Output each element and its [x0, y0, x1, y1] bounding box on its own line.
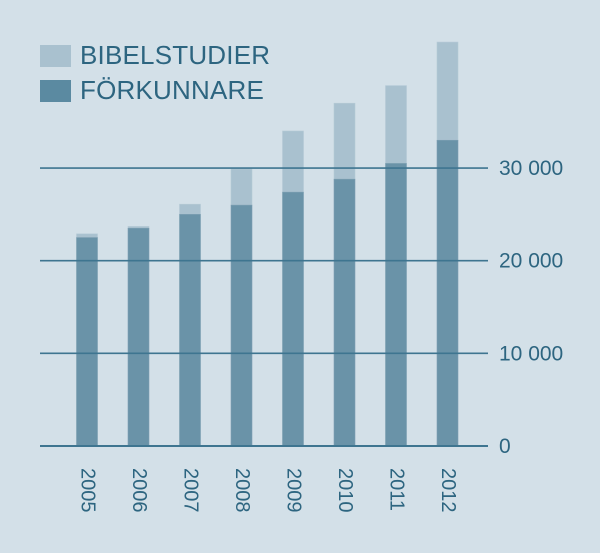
bar-segment-forkunnare: [76, 237, 98, 447]
x-axis-label-2011: 2011: [386, 468, 408, 511]
x-axis-label-2008: 2008: [231, 468, 253, 513]
x-axis-label-2007: 2007: [180, 468, 202, 513]
legend-item-bibelstudier: BIBELSTUDIER: [40, 38, 270, 73]
bar-segment-forkunnare: [230, 204, 253, 447]
gridlines-group: [40, 167, 488, 447]
legend-swatch-forkunnare: [40, 79, 71, 102]
bar-2008: [230, 168, 253, 447]
x-axis-label-2006: 2006: [128, 468, 150, 513]
x-axis-label-2010: 2010: [334, 468, 356, 513]
bar-segment-bibelstudier: [436, 41, 459, 141]
legend-swatch-bibelstudier: [40, 44, 71, 67]
y-axis-label-0: 0: [499, 435, 511, 458]
x-axis-label-2012: 2012: [437, 468, 459, 513]
bar-2005: [76, 233, 98, 447]
bar-2006: [127, 226, 150, 447]
bar-segment-bibelstudier: [230, 168, 253, 206]
bar-2010: [333, 102, 356, 447]
bar-segment-bibelstudier: [385, 85, 407, 164]
bars-group: [76, 41, 459, 447]
bar-segment-forkunnare: [282, 191, 304, 447]
bar-segment-forkunnare: [179, 214, 201, 447]
y-axis-label-30000: 30 000: [499, 157, 563, 180]
y-axis-labels: 0 10 000 20 000 30 000: [499, 157, 563, 458]
y-axis-label-20000: 20 000: [499, 250, 563, 273]
y-axis-label-10000: 10 000: [499, 342, 563, 365]
x-axis-labels: 2005 2006 2007 2008 2009 2010 2011 2012: [77, 468, 460, 513]
bar-segment-forkunnare: [385, 163, 407, 447]
bar-2009: [282, 130, 304, 447]
legend-label-bibelstudier: BIBELSTUDIER: [80, 40, 271, 70]
bar-segment-bibelstudier: [282, 130, 304, 193]
legend: BIBELSTUDIER FÖRKUNNARE: [40, 38, 270, 108]
bar-2011: [385, 85, 407, 447]
legend-item-forkunnare: FÖRKUNNARE: [40, 73, 270, 108]
x-axis-label-2009: 2009: [283, 468, 305, 513]
bar-segment-bibelstudier: [76, 233, 98, 238]
bar-segment-bibelstudier: [179, 203, 201, 215]
bar-2012: [436, 41, 459, 447]
x-axis-label-2005: 2005: [77, 468, 99, 513]
bar-segment-forkunnare: [436, 139, 459, 447]
legend-label-forkunnare: FÖRKUNNARE: [80, 75, 265, 105]
bar-segment-forkunnare: [333, 178, 356, 447]
bar-2007: [179, 203, 201, 447]
